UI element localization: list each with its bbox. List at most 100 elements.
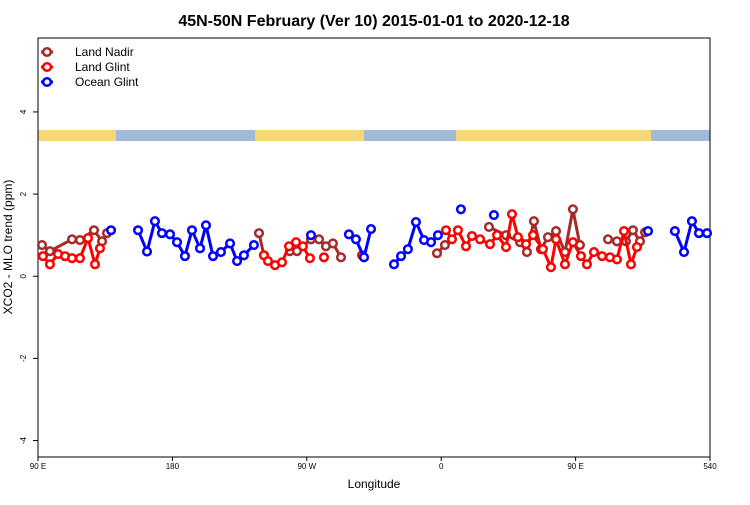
data-point <box>528 216 539 227</box>
data-point <box>402 244 413 255</box>
data-point <box>410 216 422 228</box>
data-point <box>105 225 117 236</box>
data-point <box>335 252 347 263</box>
data-point <box>365 223 377 235</box>
data-point <box>425 237 437 248</box>
data-point <box>253 228 265 239</box>
data-point <box>492 230 503 241</box>
data-point <box>484 239 496 250</box>
legend-marker <box>41 61 53 73</box>
data-point <box>149 216 160 227</box>
legend-marker <box>41 76 53 88</box>
map-strip <box>38 130 710 141</box>
data-point <box>693 228 704 239</box>
data-point <box>305 230 317 241</box>
legend-marker <box>41 46 53 58</box>
y-tick-label: -4 <box>19 436 28 444</box>
data-point <box>455 204 466 215</box>
data-point <box>291 246 302 257</box>
data-point <box>343 229 354 240</box>
x-tick-label: 90 E <box>567 462 583 471</box>
data-point <box>141 246 153 257</box>
x-axis-label: Longitude <box>348 477 401 491</box>
data-point <box>581 259 592 270</box>
data-point <box>350 234 361 245</box>
ocean-band <box>364 130 456 141</box>
data-point <box>215 246 226 258</box>
data-point <box>164 229 176 240</box>
data-point <box>44 259 55 270</box>
y-tick-label: 4 <box>19 109 28 114</box>
legend-label: Ocean Glint <box>75 75 139 89</box>
data-point <box>37 251 48 262</box>
data-point <box>588 246 600 258</box>
data-point <box>94 243 106 254</box>
data-point <box>290 237 302 248</box>
y-axis-label: XCO2 - MLO trend (ppm) <box>1 180 15 315</box>
data-point <box>500 242 512 253</box>
data-point <box>238 250 249 261</box>
data-point <box>66 234 78 245</box>
data-point <box>44 246 55 257</box>
x-tick-label: 180 <box>166 462 180 471</box>
data-point <box>631 242 643 253</box>
data-point <box>327 238 338 249</box>
data-point <box>452 225 463 236</box>
x-tick-label: 90 E <box>30 462 46 471</box>
y-tick-label: 0 <box>19 273 28 278</box>
data-point <box>550 234 562 245</box>
data-point <box>686 216 697 227</box>
data-point <box>567 237 578 248</box>
data-point <box>388 259 400 270</box>
data-point <box>395 251 407 262</box>
data-point <box>559 259 571 270</box>
x-tick-label: 540 <box>703 462 717 471</box>
data-point <box>602 234 614 245</box>
plot-frame <box>37 37 711 458</box>
data-point <box>439 239 450 251</box>
data-point <box>358 252 370 263</box>
data-point <box>313 234 325 245</box>
data-point <box>262 256 274 267</box>
data-point <box>520 239 532 250</box>
legend-label: Land Glint <box>75 60 130 74</box>
ocean-band <box>651 130 710 141</box>
x-tick-label: 90 W <box>297 462 316 471</box>
data-point <box>669 226 680 237</box>
y-tick-label: 2 <box>19 191 28 196</box>
data-point <box>89 259 101 270</box>
data-point <box>488 209 499 221</box>
data-point <box>567 204 578 215</box>
legend-label: Land Nadir <box>75 45 134 59</box>
data-point <box>232 256 243 267</box>
data-point <box>446 234 458 245</box>
data-point <box>483 221 495 233</box>
data-point <box>194 243 206 254</box>
data-point <box>537 244 548 255</box>
y-tick-label: -2 <box>19 354 28 362</box>
data-point <box>625 259 637 270</box>
data-point <box>431 248 443 259</box>
data-point <box>82 233 94 244</box>
data-point <box>506 209 518 220</box>
chart-title: 45N-50N February (Ver 10) 2015-01-01 to … <box>178 13 569 30</box>
data-point <box>133 225 144 236</box>
data-point <box>618 226 630 237</box>
data-point <box>474 234 486 245</box>
data-point <box>575 251 587 262</box>
data-point <box>440 225 452 236</box>
data-point <box>545 262 557 273</box>
data-point <box>297 241 308 252</box>
data-point <box>460 241 472 252</box>
data-point <box>66 253 78 264</box>
series-line <box>136 219 707 266</box>
data-point <box>283 241 295 252</box>
data-point <box>276 257 288 268</box>
data-point <box>186 225 198 236</box>
data-point <box>678 246 690 258</box>
data-point <box>224 238 236 249</box>
data-point <box>156 228 167 239</box>
data-point <box>611 254 623 265</box>
